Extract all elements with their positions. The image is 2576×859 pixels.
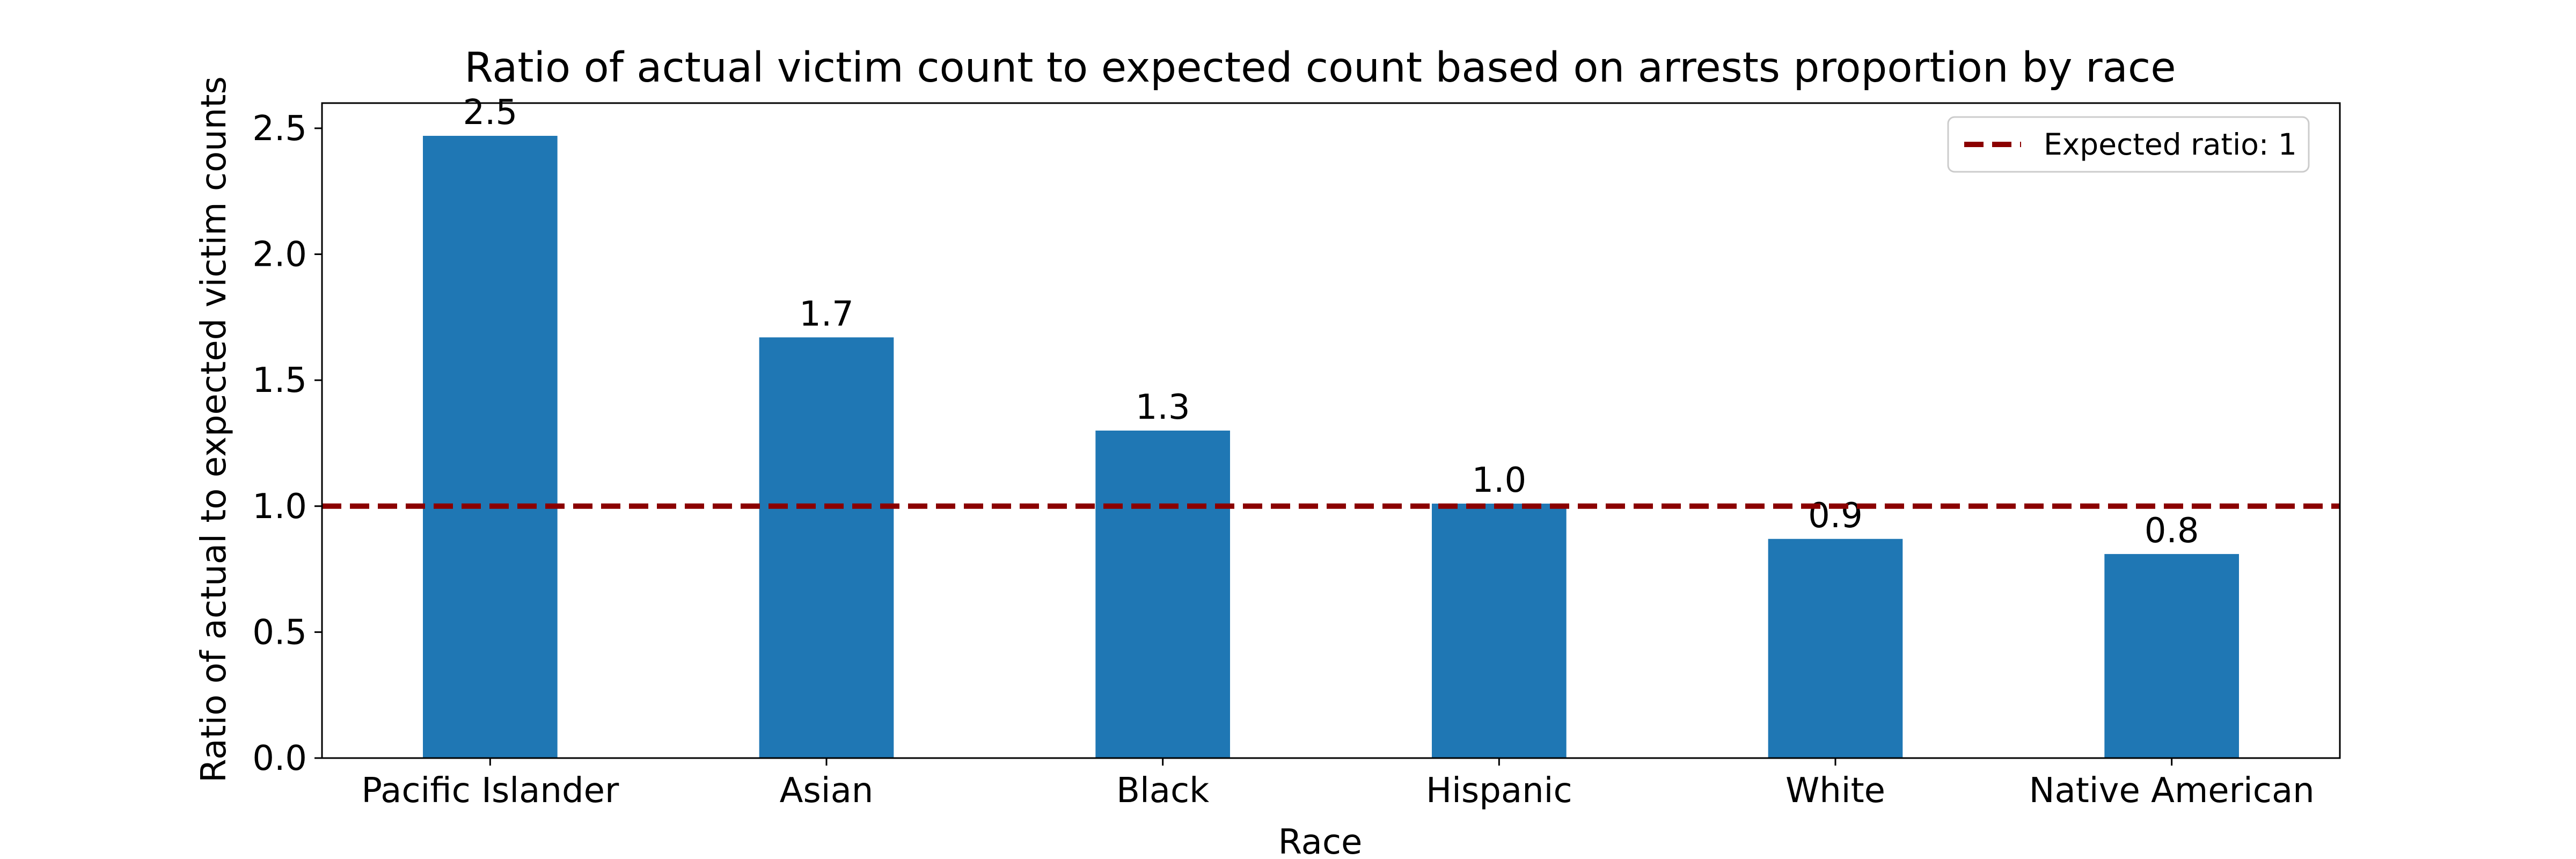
bars-group [423, 136, 2239, 758]
bar-black [1095, 431, 1230, 758]
legend-box [1947, 116, 2310, 173]
y-tick-label: 2.5 [252, 109, 307, 149]
bar-value-label-white: 0.9 [1808, 496, 1863, 536]
y-tick-label: 1.5 [252, 361, 307, 401]
bar-value-label-hispanic: 1.0 [1472, 461, 1526, 500]
chart-title: Ratio of actual victim count to expected… [464, 44, 2176, 92]
x-tick-label-white: White [1785, 771, 1885, 811]
y-axis-label: Ratio of actual to expected victim count… [194, 76, 234, 783]
y-tick-label: 2.0 [252, 235, 307, 275]
bar-value-label-pacific-islander: 2.5 [463, 93, 517, 133]
bar-asian [759, 337, 894, 758]
x-tick-label-native-american: Native American [2029, 771, 2315, 811]
y-tick-label: 1.0 [252, 487, 307, 527]
bar-pacific-islander [423, 136, 558, 758]
bar-white [1768, 538, 1903, 758]
plot-frame [321, 102, 2341, 759]
legend-label: Expected ratio: 1 [2044, 127, 2297, 162]
y-tick-label: 0.5 [252, 613, 307, 652]
x-tick-label-pacific-islander: Pacific Islander [361, 771, 619, 811]
bar-native-american [2104, 554, 2239, 758]
x-axis-label: Race [1278, 822, 1363, 859]
y-tick-label: 0.0 [252, 739, 307, 778]
x-tick-label-hispanic: Hispanic [1426, 771, 1572, 811]
y-axis: 0.0 0.5 1.0 1.5 2.0 2.5 [252, 109, 322, 778]
bar-value-label-black: 1.3 [1136, 388, 1190, 427]
bar-value-labels: 2.5 1.7 1.3 1.0 0.9 0.8 [463, 93, 2199, 551]
x-axis: Pacific Islander Asian Black Hispanic White N… [361, 758, 2315, 811]
x-tick-label-black: Black [1116, 771, 1209, 811]
bar-value-label-native-american: 0.8 [2145, 511, 2199, 551]
bar-value-label-asian: 1.7 [799, 294, 854, 334]
legend: Expected ratio: 1 [1947, 116, 2310, 173]
bar-hispanic [1432, 504, 1567, 758]
x-tick-label-asian: Asian [780, 771, 874, 811]
